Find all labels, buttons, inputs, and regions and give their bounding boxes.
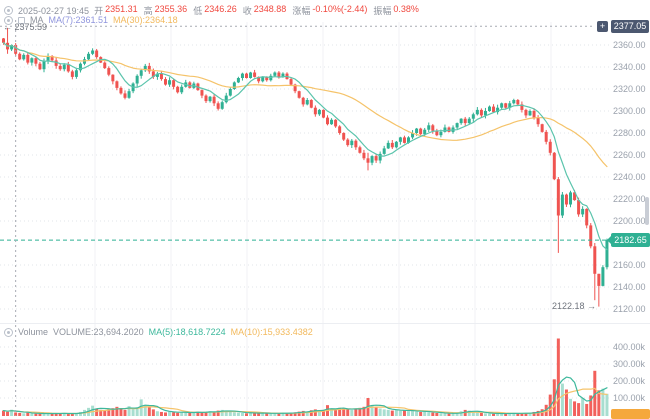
ohlc-field-value: 0.38% — [393, 4, 419, 14]
ohlc-field: 振幅 0.38% — [373, 4, 419, 17]
ohlc-field-label: 振幅 — [373, 6, 392, 16]
ohlc-field-value: 2355.36 — [154, 4, 188, 14]
volume-pane-title: Volume — [18, 327, 49, 337]
ohlc-field: 开 2351.31 — [94, 4, 138, 17]
ohlc-field-label: 涨幅 — [292, 6, 311, 16]
ohlc-field-label: 低 — [193, 6, 203, 16]
ohlc-field-label: 收 — [242, 6, 252, 16]
volume-axis-label: 200.00k — [613, 376, 646, 386]
price-axis-label: 2360.00 — [613, 40, 646, 50]
visible-high-annotation: ← 2375.59 — [3, 22, 48, 32]
axis-scrollbar-thumb[interactable] — [645, 197, 649, 225]
volume-value-label: VOLUME:23,694.2020 — [53, 327, 144, 337]
price-axis-label: 2320.00 — [613, 84, 646, 94]
current-volume-badge — [611, 409, 650, 419]
ohlc-info-bar: 2025-02-27 19:45 开 2351.31 高 2355.36 低 2346.2… — [4, 4, 419, 17]
price-axis-label: 2280.00 — [613, 128, 646, 138]
ohlc-field: 收 2348.88 — [243, 4, 287, 17]
volume-axis-label: 300.00k — [613, 359, 646, 369]
visible-low-annotation: 2122.18 → — [551, 301, 596, 311]
price-axis-label: 2260.00 — [613, 150, 646, 160]
ohlc-field: 涨幅 -0.10%(-2.44) — [292, 4, 367, 17]
ohlc-field-value: 2348.88 — [253, 4, 287, 14]
price-axis-label: 2220.00 — [613, 194, 646, 204]
volume-ma10-legend: MA(10):15,933.4382 — [230, 327, 313, 337]
price-axis-label: 2140.00 — [613, 282, 646, 292]
ma-legend-bar: MA MA(7):2361.51 MA(30):2364.18 — [4, 15, 178, 25]
crosshair-price-badge: 2377.05 — [611, 20, 649, 33]
ma-group-label: MA — [30, 15, 44, 25]
ohlc-field-value: -0.10%(-2.44) — [312, 4, 368, 14]
volume-header-bar: Volume VOLUME:23,694.2020 MA(5):18,618.7… — [4, 327, 313, 337]
crosshair-plus-button[interactable]: + — [597, 21, 608, 32]
ohlc-field-label: 开 — [94, 6, 104, 16]
clock-icon[interactable] — [4, 6, 13, 15]
volume-axis-label: 400.00k — [613, 342, 646, 352]
pane-separator — [0, 323, 650, 324]
price-axis-label: 2200.00 — [613, 216, 646, 226]
datetime-label: 2025-02-27 19:45 — [18, 5, 90, 16]
indicator-icon[interactable] — [18, 16, 25, 24]
price-axis-label: 2240.00 — [613, 172, 646, 182]
ohlc-fields: 开 2351.31 高 2355.36 低 2346.26 收 2348.88 涨幅 -0.10%… — [94, 4, 419, 17]
volume-ma5-legend: MA(5):18,618.7224 — [148, 327, 226, 337]
price-axis-label: 2300.00 — [613, 106, 646, 116]
price-axis-label: 2120.00 — [613, 304, 646, 314]
ma30-legend: MA(30):2364.18 — [113, 15, 178, 25]
ohlc-field-value: 2346.26 — [204, 4, 237, 14]
ohlc-field: 高 2355.36 — [144, 4, 188, 17]
last-price-badge: 2182.65 — [607, 233, 650, 247]
ohlc-field-value: 2351.31 — [105, 4, 138, 14]
ma7-legend: MA(7):2361.51 — [48, 15, 109, 25]
price-axis-label: 2340.00 — [613, 62, 646, 72]
volume-visibility-icon[interactable] — [4, 327, 13, 337]
visibility-icon[interactable] — [4, 15, 13, 25]
price-axis-label: 2160.00 — [613, 260, 646, 270]
ohlc-field-label: 高 — [143, 6, 153, 16]
volume-axis-label: 100.00k — [613, 393, 646, 403]
ohlc-field: 低 2346.26 — [193, 4, 237, 17]
